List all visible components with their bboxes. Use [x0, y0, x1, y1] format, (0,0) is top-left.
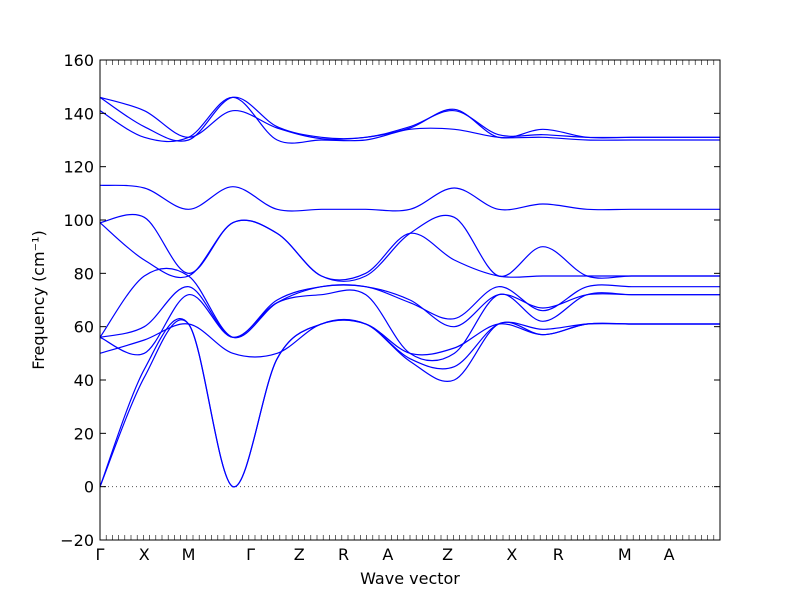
band-2	[99, 96, 720, 142]
band-8	[99, 284, 720, 338]
x-tick-label: X	[139, 545, 150, 564]
y-tick-label: 100	[63, 211, 94, 230]
x-tick-label: X	[506, 545, 517, 564]
y-tick-label: −20	[60, 531, 94, 550]
band-6	[99, 219, 720, 281]
x-tick-label: A	[382, 545, 393, 564]
x-tick-label: Z	[442, 545, 453, 564]
x-tick-label: M	[182, 545, 196, 564]
y-tick-label: 120	[63, 158, 94, 177]
x-tick-label: Z	[294, 545, 305, 564]
y-tick-label: 40	[74, 371, 94, 390]
x-axis-label: Wave vector	[360, 569, 460, 588]
band-5	[99, 213, 720, 282]
x-tick-label: M	[618, 545, 632, 564]
x-tick-label: Γ	[246, 545, 255, 564]
band-3	[99, 96, 720, 144]
y-axis-label: Frequency (cm⁻¹)	[29, 230, 48, 369]
band-7	[99, 267, 720, 339]
band-11	[99, 318, 720, 488]
x-tick-label: Γ	[96, 545, 105, 564]
y-axis-ticks: −20 0 20 40 60 80 100 120 140 160	[60, 51, 720, 550]
x-tick-label: R	[338, 545, 349, 564]
y-tick-label: 160	[63, 51, 94, 70]
x-tick-label: A	[664, 545, 675, 564]
y-tick-label: 60	[74, 318, 94, 337]
x-tick-label: R	[553, 545, 564, 564]
band-12	[99, 318, 720, 488]
band-1	[99, 96, 720, 140]
y-tick-label: 80	[74, 264, 94, 283]
y-tick-label: 20	[74, 424, 94, 443]
series-layer	[99, 96, 720, 488]
y-tick-label: 140	[63, 104, 94, 123]
band-4	[99, 184, 720, 212]
y-tick-label: 0	[84, 478, 94, 497]
